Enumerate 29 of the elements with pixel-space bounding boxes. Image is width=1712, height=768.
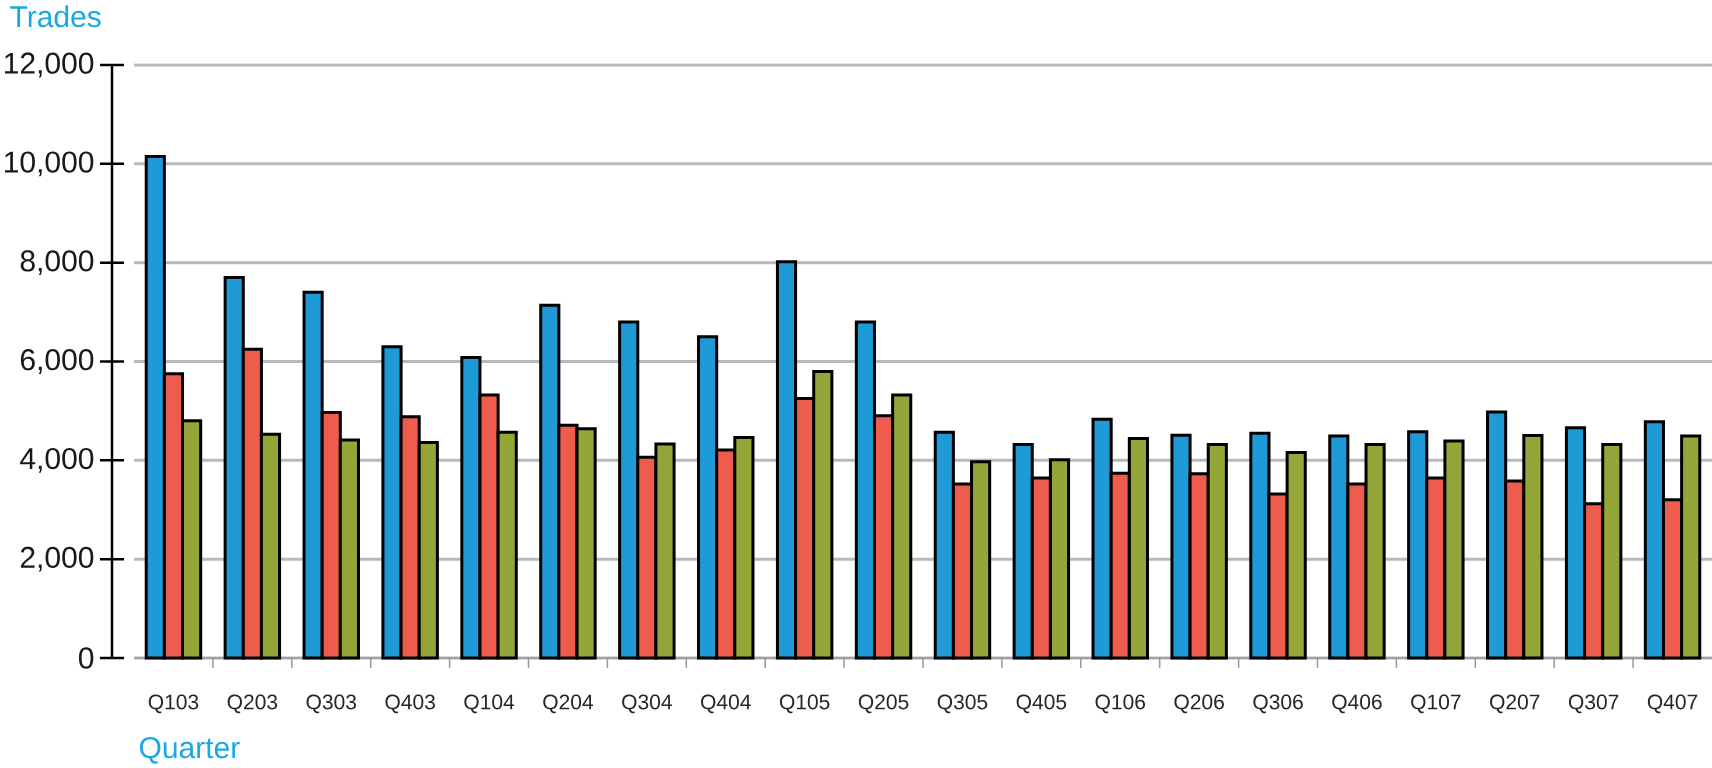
x-tick-label: Q407 [1647, 694, 1698, 714]
x-tick-label: Q304 [622, 694, 672, 714]
x-tick-label: Q403 [385, 694, 435, 714]
y-tick-label: 12,000 [5, 52, 94, 78]
y-tick-label: 0 [78, 647, 94, 669]
y-tick-label: 2,000 [20, 546, 94, 572]
x-tick-label: Q303 [306, 694, 357, 714]
x-tick-label: Q405 [1016, 694, 1067, 714]
x-tick-label: Q203 [227, 694, 278, 714]
x-axis-title: Quarter [139, 737, 240, 764]
x-tick-label: Q104 [464, 694, 515, 714]
x-tick-label: Q307 [1568, 694, 1619, 714]
x-tick-label: Q207 [1490, 694, 1540, 714]
x-tick-label: Q106 [1095, 694, 1146, 714]
y-tick-label: 10,000 [5, 151, 94, 177]
y-tick-label: 6,000 [20, 349, 94, 374]
x-tick-label: Q107 [1411, 694, 1461, 714]
x-tick-label: Q103 [148, 694, 199, 714]
x-tick-label: Q404 [701, 694, 751, 714]
x-tick-label: Q105 [779, 694, 830, 714]
x-tick-label: Q406 [1332, 694, 1382, 714]
x-tick-label: Q306 [1253, 694, 1303, 714]
y-axis-title: Trades [10, 5, 101, 28]
x-tick-label: Q204 [543, 694, 594, 714]
y-tick-label: 4,000 [20, 447, 94, 473]
x-tick-label: Q206 [1174, 694, 1224, 714]
x-tick-label: Q205 [858, 694, 909, 714]
x-tick-label: Q305 [937, 694, 988, 714]
y-tick-label: 8,000 [20, 250, 94, 276]
